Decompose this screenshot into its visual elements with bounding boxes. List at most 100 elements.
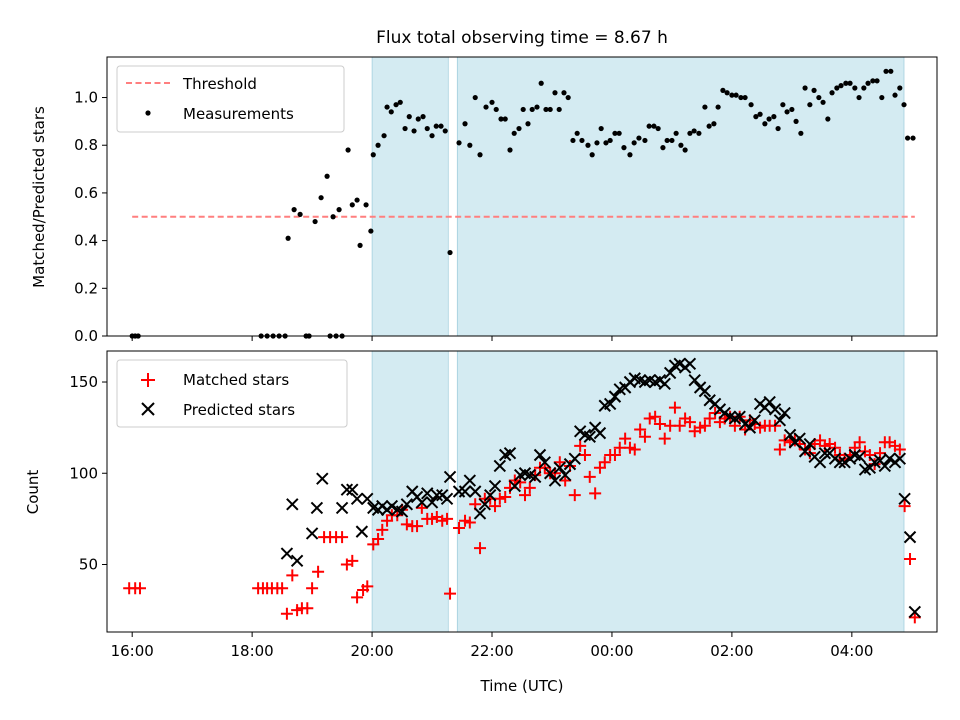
matched-star-point [589, 487, 602, 500]
predicted-star-point [783, 428, 797, 442]
legend-matched-swatch [141, 373, 155, 387]
measurement-point [285, 235, 291, 241]
measurement-point [847, 80, 853, 86]
matched-star-point [499, 490, 512, 503]
measurement-point [565, 94, 571, 101]
measurement-point [402, 125, 408, 132]
predicted-star-point [430, 488, 444, 502]
predicted-star-point [773, 414, 787, 427]
measurement-point [538, 80, 544, 86]
xtick-label: 04:00 [830, 642, 873, 660]
bottom-axes-frame [106, 350, 938, 633]
matched-star-point [276, 582, 289, 595]
predicted-stars-points [280, 357, 922, 619]
matched-star-point [703, 412, 716, 425]
predicted-star-point [663, 366, 677, 380]
predicted-star-point [593, 426, 607, 440]
predicted-star-point [421, 487, 434, 500]
measurement-point [507, 147, 513, 153]
measurement-point [798, 130, 804, 136]
measurement-point [447, 249, 453, 256]
measurement-point [543, 106, 549, 113]
measurement-point [368, 228, 374, 234]
measurement-point [477, 152, 483, 158]
predicted-star-point [813, 456, 827, 469]
measurement-point [489, 99, 495, 105]
xtick-label: 02:00 [710, 642, 753, 660]
top-axes-frame [106, 56, 938, 337]
measurement-point [733, 92, 739, 98]
matched-star-point [853, 436, 866, 449]
legend-predicted-swatch [141, 402, 155, 416]
measurement-point [462, 121, 468, 127]
measurement-point [336, 207, 342, 213]
xtick-label: 18:00 [231, 642, 274, 660]
measurement-point [631, 140, 637, 146]
xtick-label: 16:00 [111, 642, 154, 660]
matched-star-point [361, 580, 374, 593]
predicted-star-point [698, 384, 712, 398]
predicted-star-point [400, 498, 414, 511]
predicted-star-point [748, 414, 761, 427]
measurement-point [646, 123, 652, 129]
measurement-point [655, 125, 661, 132]
predicted-star-point [503, 446, 517, 460]
matched-star-point [893, 443, 906, 456]
predicted-star-point [763, 395, 776, 409]
shaded-interval-2 [456, 350, 905, 633]
predicted-star-point [473, 507, 487, 520]
matched-star-point [598, 456, 611, 469]
predicted-star-point [743, 421, 757, 434]
measurement-point [585, 142, 591, 148]
matched-star-point [643, 412, 656, 425]
measurement-point [888, 68, 894, 74]
matched-star-point [400, 518, 413, 531]
measurement-point [762, 121, 768, 127]
top-ytick-label: 0.6 [74, 184, 98, 202]
top-shaded-intervals [371, 56, 905, 337]
measurement-point [711, 121, 717, 127]
measurement-point [529, 106, 535, 113]
measurement-point [616, 130, 622, 136]
predicted-star-point [463, 474, 477, 487]
measurement-point [627, 152, 633, 158]
matched-star-point [312, 565, 325, 578]
measurement-point [433, 123, 439, 129]
predicted-star-point [883, 452, 896, 465]
measurement-point [660, 145, 666, 151]
matched-star-point [634, 423, 647, 436]
top-x-ticks [131, 336, 853, 341]
predicted-star-point [469, 485, 482, 498]
measurement-point [856, 94, 862, 101]
matched-star-point [306, 582, 319, 595]
bottom-ytick-label: 100 [69, 464, 98, 482]
measurement-point [561, 90, 567, 96]
predicted-star-point [415, 496, 429, 509]
predicted-star-point [768, 403, 782, 416]
predicted-star-point [658, 377, 671, 391]
matched-star-point [286, 569, 299, 582]
matched-star-point [351, 591, 364, 604]
predicted-star-point [793, 432, 806, 445]
measurement-point [570, 137, 576, 144]
matched-star-point [683, 416, 696, 429]
measurement-points [129, 68, 916, 339]
matched-star-point [904, 553, 917, 566]
measurement-point [724, 90, 730, 96]
measurement-point [715, 104, 721, 110]
predicted-star-point [703, 394, 716, 407]
predicted-star-point [838, 456, 851, 469]
measurement-point [753, 114, 759, 120]
predicted-star-point [878, 459, 892, 473]
matched-star-point [608, 449, 621, 462]
measurement-point [483, 104, 489, 110]
measurement-point [415, 116, 421, 122]
matched-star-point [658, 432, 671, 445]
measurement-point [381, 133, 387, 139]
matched-star-point [553, 456, 566, 469]
measurement-point [547, 106, 553, 113]
measurement-point [621, 145, 627, 151]
measurement-point [669, 137, 675, 144]
shaded-interval-2 [456, 56, 905, 337]
matched-star-point [698, 419, 711, 432]
